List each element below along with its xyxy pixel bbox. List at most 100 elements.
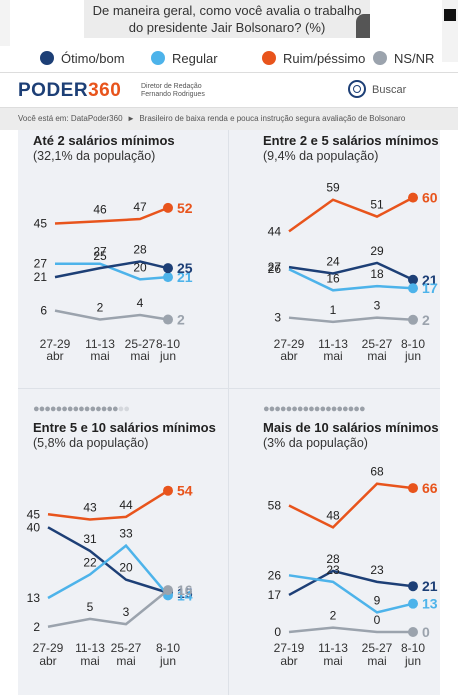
data-label: 2 — [97, 301, 104, 315]
data-label: 52 — [177, 200, 193, 216]
coin-icons-row: ●●●●●●●●●●●●●●●●●● — [263, 403, 366, 415]
series-line-ruim — [54, 206, 169, 225]
data-label: 26 — [268, 262, 282, 276]
x-tick-label: mai — [130, 349, 149, 363]
breadcrumb-current: Brasileiro de baixa renda e pouca instru… — [139, 114, 406, 123]
legend-dot-otimo — [40, 51, 54, 65]
legend-item-ruim: Ruim/péssimo — [262, 51, 365, 66]
data-label: 2 — [330, 609, 337, 623]
data-label: 21 — [422, 578, 438, 594]
data-label: 29 — [370, 244, 384, 258]
end-point-nsnr — [408, 314, 418, 325]
series-line-ruim — [288, 196, 414, 233]
data-label: 15 — [177, 585, 193, 601]
data-label: 25 — [177, 260, 193, 276]
breadcrumb-home[interactable]: Você está em: DataPoder360 — [18, 114, 123, 123]
data-label: 13 — [422, 596, 438, 612]
data-label: 0 — [274, 625, 281, 639]
data-label: 16 — [326, 271, 340, 285]
chart-title: Até 2 salários mínimos — [33, 133, 175, 148]
end-point-ruim — [163, 485, 173, 496]
horizontal-divider — [18, 388, 440, 389]
data-label: 17 — [268, 588, 282, 602]
data-label: 45 — [27, 507, 41, 521]
data-label: 47 — [133, 200, 147, 214]
legend-item-nsnr: NS/NR — [373, 51, 434, 66]
poder360-logo[interactable]: PODER360 — [18, 80, 121, 102]
x-tick-label: 8-10 — [156, 337, 180, 351]
data-label: 28 — [133, 242, 147, 256]
end-point-nsnr — [163, 585, 173, 596]
legend-dot-nsnr — [373, 51, 387, 65]
series-line-ruim — [288, 482, 414, 529]
legend-item-regular: Regular — [151, 51, 218, 66]
search-button[interactable]: Buscar — [348, 80, 406, 98]
data-label: 46 — [93, 202, 107, 216]
end-point-otimo — [408, 274, 418, 285]
data-label: 17 — [422, 280, 438, 296]
data-label: 18 — [370, 267, 384, 281]
end-point-ruim — [408, 192, 418, 203]
legend-label: Ótimo/bom — [61, 51, 125, 66]
logo-number: 360 — [88, 80, 122, 101]
right-page-edge — [442, 0, 458, 62]
legend: Ótimo/bom Regular Ruim/péssimo NS/NR — [0, 46, 458, 72]
data-label: 3 — [274, 311, 281, 325]
data-label: 14 — [177, 587, 193, 603]
site-header: PODER360 Diretor de Redação Fernando Rodr… — [0, 72, 458, 108]
data-label: 45 — [34, 217, 48, 231]
x-tick-label: 27-29 — [40, 337, 71, 351]
legend-label: Ruim/péssimo — [283, 51, 366, 66]
x-tick-label: abr — [280, 654, 297, 668]
x-tick-label: 11-13 — [85, 337, 115, 351]
vertical-divider — [228, 130, 229, 695]
series-line-nsnr — [47, 589, 169, 628]
editor-credit: Diretor de Redação Fernando Rodrigues — [141, 83, 205, 99]
end-point-otimo — [408, 581, 418, 592]
data-label: 22 — [83, 555, 97, 569]
series-line-nsnr — [54, 309, 169, 321]
legend-item-otimo: Ótimo/bom — [40, 51, 125, 66]
search-icon — [348, 80, 366, 98]
edge-block — [444, 9, 456, 21]
legend-dot-regular — [151, 51, 165, 65]
data-label: 27 — [93, 245, 107, 259]
data-label: 13 — [27, 591, 41, 605]
x-tick-label: mai — [90, 349, 109, 363]
charts-area: Até 2 salários mínimos (32,1% da populaç… — [18, 130, 440, 695]
data-label: 21 — [34, 270, 48, 284]
breadcrumb: Você está em: DataPoder360 ► Brasileiro … — [0, 108, 458, 130]
x-tick-label: jun — [404, 654, 421, 668]
x-tick-label: 11-13 — [75, 641, 105, 655]
x-tick-label: 8-10 — [401, 337, 425, 351]
chart-subtitle: (32,1% da população) — [33, 149, 156, 163]
data-label: 2 — [422, 312, 430, 328]
data-label: 3 — [374, 299, 381, 313]
data-label: 27 — [34, 257, 48, 271]
chart-mais-de-10-salarios: 27-19abr11-13mai25-27mai8-10jun584868661… — [268, 465, 438, 668]
data-label: 54 — [177, 483, 193, 499]
data-label: 40 — [27, 520, 41, 534]
x-tick-label: abr — [46, 349, 63, 363]
data-label: 6 — [40, 304, 47, 318]
x-tick-label: mai — [323, 654, 342, 668]
data-label: 27 — [268, 260, 282, 274]
chart-title: Mais de 10 salários mínimos — [263, 420, 439, 435]
end-point-nsnr — [408, 627, 418, 637]
series-line-otimo — [54, 260, 169, 279]
data-label: 5 — [87, 600, 94, 614]
data-label: 23 — [370, 563, 384, 577]
end-point-otimo — [163, 263, 173, 274]
x-tick-label: mai — [80, 654, 99, 668]
x-tick-label: 27-29 — [274, 337, 305, 351]
data-label: 9 — [374, 593, 381, 607]
data-label: 51 — [370, 198, 384, 212]
data-label: 23 — [326, 563, 340, 577]
data-label: 33 — [119, 527, 133, 541]
series-line-regular — [55, 262, 169, 281]
x-tick-label: 25-27 — [111, 641, 142, 655]
series-line-regular — [47, 543, 169, 600]
series-line-nsnr — [288, 316, 414, 324]
data-label: 21 — [422, 272, 438, 288]
